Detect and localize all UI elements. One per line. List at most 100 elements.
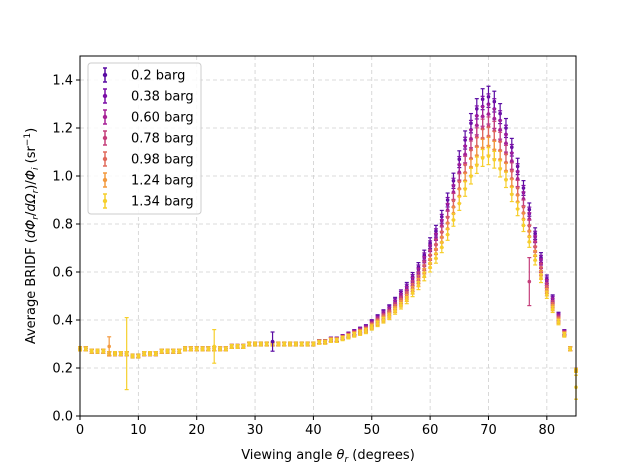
- data-point: [469, 136, 473, 141]
- data-point: [475, 123, 479, 128]
- data-point: [119, 351, 123, 356]
- data-point: [136, 354, 141, 358]
- outlier-point: [212, 329, 217, 364]
- outlier-point: [124, 317, 129, 391]
- data-point: [439, 245, 444, 250]
- y-tick-label: 0.6: [52, 266, 73, 281]
- legend-label: 0.2 barg: [131, 69, 185, 84]
- data-point: [521, 223, 526, 228]
- data-point: [189, 347, 193, 351]
- data-point: [393, 309, 397, 313]
- data-point: [224, 347, 228, 351]
- data-point: [486, 112, 491, 116]
- legend-marker-dot: [102, 156, 108, 162]
- outlier-point: [107, 336, 112, 357]
- data-point: [445, 232, 450, 237]
- data-point: [504, 141, 508, 145]
- data-point: [527, 240, 532, 244]
- y-tick-label: 1.2: [52, 122, 73, 137]
- series-6: [78, 147, 578, 373]
- legend-label: 1.34 barg: [131, 195, 194, 210]
- data-point: [259, 342, 263, 346]
- x-tick-label: 20: [188, 423, 205, 438]
- data-point: [463, 152, 467, 157]
- data-point: [457, 170, 462, 174]
- data-point: [556, 320, 561, 324]
- data-point: [428, 265, 432, 270]
- data-point: [194, 347, 199, 351]
- data-point: [381, 318, 386, 323]
- data-point: [334, 338, 339, 343]
- x-tick-label: 30: [247, 423, 264, 438]
- data-point: [539, 276, 543, 281]
- data-point: [352, 333, 357, 337]
- legend-marker-dot: [102, 114, 108, 120]
- data-point: [305, 342, 310, 346]
- data-point: [475, 163, 479, 168]
- y-tick-label: 0.0: [52, 410, 73, 425]
- data-point: [294, 342, 298, 346]
- data-point: [545, 292, 549, 297]
- data-point: [241, 344, 246, 349]
- data-point: [463, 187, 467, 191]
- data-point: [404, 298, 409, 303]
- data-point: [562, 333, 567, 337]
- data-point: [434, 256, 438, 261]
- y-tick-label: 1.4: [52, 74, 73, 89]
- data-point: [299, 342, 304, 346]
- data-point: [264, 342, 269, 346]
- data-point: [229, 344, 234, 349]
- data-point: [124, 351, 129, 356]
- y-tick-label: 0.4: [52, 314, 73, 329]
- legend: 0.2 barg 0.38 barg 0.60 barg 0.78 barg 0.98 …: [87, 62, 202, 215]
- data-point: [410, 291, 415, 295]
- legend-marker-dot: [102, 177, 108, 183]
- data-point: [101, 349, 106, 354]
- data-point: [171, 349, 176, 354]
- data-point: [504, 178, 508, 182]
- data-point: [387, 314, 392, 319]
- data-point: [317, 340, 322, 344]
- legend-marker-dot: [102, 93, 108, 99]
- legend-label: 0.60 barg: [131, 111, 194, 126]
- y-tick-label: 0.2: [52, 362, 73, 377]
- plot-frame: [79, 55, 577, 417]
- data-point: [550, 307, 555, 312]
- x-tick-label: 80: [539, 423, 556, 438]
- data-point: [113, 351, 117, 356]
- data-point: [510, 192, 514, 197]
- data-point: [84, 347, 88, 351]
- legend-label: 0.98 barg: [131, 153, 194, 168]
- x-tick-label: 0: [76, 423, 84, 438]
- data-point: [510, 159, 514, 163]
- data-point: [154, 351, 158, 356]
- data-point: [311, 342, 316, 346]
- data-point: [364, 329, 368, 334]
- data-point: [212, 344, 217, 349]
- y-axis-label: Average BRIDF (dΦr/dΩr)/Φi (sr−1): [23, 128, 41, 344]
- data-point: [469, 174, 473, 178]
- x-tick-label: 10: [130, 423, 147, 438]
- x-tick-label: 70: [480, 423, 497, 438]
- data-point: [358, 331, 362, 335]
- data-point: [183, 347, 187, 351]
- data-point: [177, 349, 181, 354]
- data-point: [159, 349, 164, 354]
- data-point: [346, 334, 351, 339]
- data-point: [457, 201, 462, 206]
- data-point: [95, 349, 100, 354]
- data-point: [130, 354, 135, 358]
- outlier-point: [270, 331, 275, 352]
- data-point: [253, 342, 257, 346]
- legend-label: 0.38 barg: [131, 90, 194, 105]
- data-point: [533, 258, 537, 262]
- legend-marker-dot: [102, 198, 108, 204]
- axis-ticks: 0 10 20 30 40 50 60 70 80 0.0 0.2 0.4 0.6 0.8 1.0 1.2 1.…: [52, 74, 555, 439]
- y-tick-label: 1.0: [52, 170, 73, 185]
- data-point: [422, 274, 427, 279]
- data-point: [148, 351, 152, 356]
- x-axis-label: Viewing angle θr (degrees): [241, 448, 415, 465]
- data-point: [498, 167, 502, 171]
- data-point: [480, 114, 485, 119]
